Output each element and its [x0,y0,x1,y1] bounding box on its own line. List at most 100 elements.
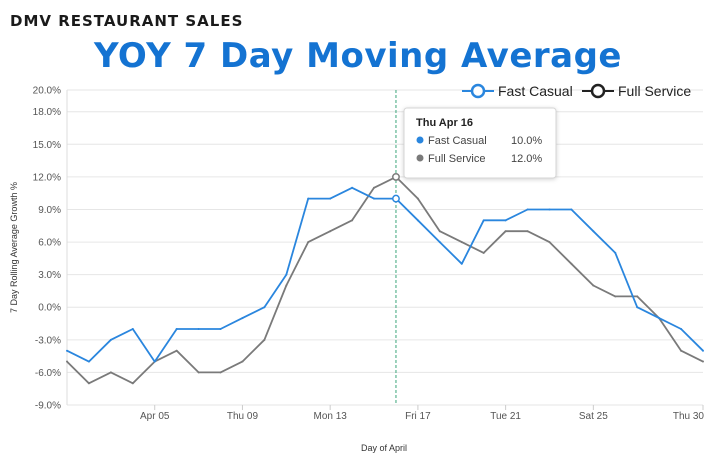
data-point-fast-casual [219,327,222,330]
tooltip-box [403,107,557,179]
legend-label-fast-casual: Fast Casual [498,83,573,99]
data-point-fast-casual [175,327,178,330]
y-tick-label: 12.0% [33,172,61,183]
data-point-full-service [680,349,683,352]
data-point-fast-casual [438,241,441,244]
x-axis-ticks: Apr 05 Thu 09 Mon 13 Fri 17 Tue 21 Sat 25 Thu … [140,405,704,422]
x-tick-label: Fri 17 [405,411,431,422]
data-point-full-service [373,186,376,189]
data-point-fast-casual [658,317,661,320]
series-line-fast-casual [66,186,704,363]
chart-supertitle: DMV RESTAURANT SALES [10,12,244,30]
x-tick-label: Tue 21 [490,411,521,422]
data-point-full-service [482,251,485,254]
data-point-fast-casual [526,208,529,211]
data-point-fast-casual [153,360,156,363]
data-point-full-service [131,382,134,385]
data-point-fast-casual [373,197,376,200]
data-point-full-service [285,284,288,287]
chart-title: YOY 7 Day Moving Average [94,36,622,76]
data-point-full-service [592,284,595,287]
data-point-fast-casual [307,197,310,200]
y-tick-label: 15.0% [33,140,61,151]
tooltip-series-full-service: Full Service [428,153,485,165]
data-point-fast-casual [66,349,68,352]
data-point-fast-casual [392,194,400,203]
data-point-full-service [416,197,419,200]
data-point-full-service [570,262,573,265]
data-point-fast-casual [548,208,551,211]
x-tick-label: Mon 13 [313,411,347,422]
grid-lines [66,89,703,406]
y-axis-ticks: -9.0% -6.0% -3.0% 0.0% 3.0% 6.0% 9.0% 12.0% 15.0… [33,86,61,412]
data-point-full-service [460,241,463,244]
data-point-full-service [175,349,178,352]
data-point-full-service [614,295,617,298]
data-point-full-service [526,230,529,233]
tooltip-value-fast-casual: 10.0% [511,135,542,147]
data-point-full-service [87,382,90,385]
tooltip: Thu Apr 16 Fast Casual 10.0% Full Servic… [403,107,557,179]
data-point-full-service [548,241,551,244]
y-tick-label: 18.0% [33,107,61,118]
legend: Fast Casual Full Service [462,83,691,99]
data-point-full-service [66,360,68,363]
y-tick-label: -6.0% [35,368,61,379]
tooltip-title: Thu Apr 16 [416,117,473,129]
tooltip-dot-full-service [416,154,424,162]
data-point-fast-casual [702,349,704,352]
data-point-full-service [263,338,266,341]
data-point-fast-casual [482,219,485,222]
data-point-fast-casual [570,208,573,211]
data-point-fast-casual [285,273,288,276]
data-point-full-service [392,172,400,181]
data-point-fast-casual [416,219,419,222]
data-point-full-service [504,230,507,233]
y-axis-title: 7 Day Rolling Average Growth % [9,182,19,313]
y-tick-label: 9.0% [38,205,61,216]
data-point-fast-casual [197,327,200,330]
y-tick-label: 3.0% [38,270,61,281]
x-tick-label: Thu 09 [227,411,259,422]
x-tick-label: Thu 30 [673,411,705,422]
x-axis-title: Day of April [361,443,407,453]
series-layer [66,172,704,385]
data-point-fast-casual [329,197,332,200]
data-point-fast-casual [592,230,595,233]
data-point-fast-casual [131,327,134,330]
legend-marker-full-service [590,83,606,99]
data-point-full-service [219,371,222,374]
y-tick-label: 0.0% [38,303,61,314]
data-point-full-service [702,360,704,363]
y-tick-label: -3.0% [35,335,61,346]
y-tick-label: -9.0% [35,401,61,412]
data-point-full-service [307,241,310,244]
data-point-fast-casual [460,262,463,265]
data-point-fast-casual [241,317,244,320]
data-point-full-service [438,230,441,233]
tooltip-dot-fast-casual [416,136,424,144]
tooltip-series-fast-casual: Fast Casual [428,135,487,147]
x-tick-label: Sat 25 [579,411,608,422]
data-point-full-service [351,219,354,222]
y-tick-label: 20.0% [33,86,61,97]
data-point-fast-casual [504,219,507,222]
data-point-full-service [329,230,332,233]
data-point-fast-casual [636,306,639,309]
legend-item-fast-casual[interactable]: Fast Casual [462,83,573,99]
data-point-full-service [636,295,639,298]
x-tick-label: Apr 05 [140,411,170,422]
data-point-full-service [109,371,112,374]
data-point-full-service [197,371,200,374]
data-point-fast-casual [614,251,617,254]
y-tick-label: 6.0% [38,238,61,249]
legend-label-full-service: Full Service [618,83,691,99]
data-point-fast-casual [680,327,683,330]
data-point-fast-casual [109,338,112,341]
data-point-fast-casual [263,306,266,309]
tooltip-value-full-service: 12.0% [511,153,542,165]
data-point-fast-casual [87,360,90,363]
legend-item-full-service[interactable]: Full Service [582,83,691,99]
legend-marker-fast-casual [470,83,486,99]
